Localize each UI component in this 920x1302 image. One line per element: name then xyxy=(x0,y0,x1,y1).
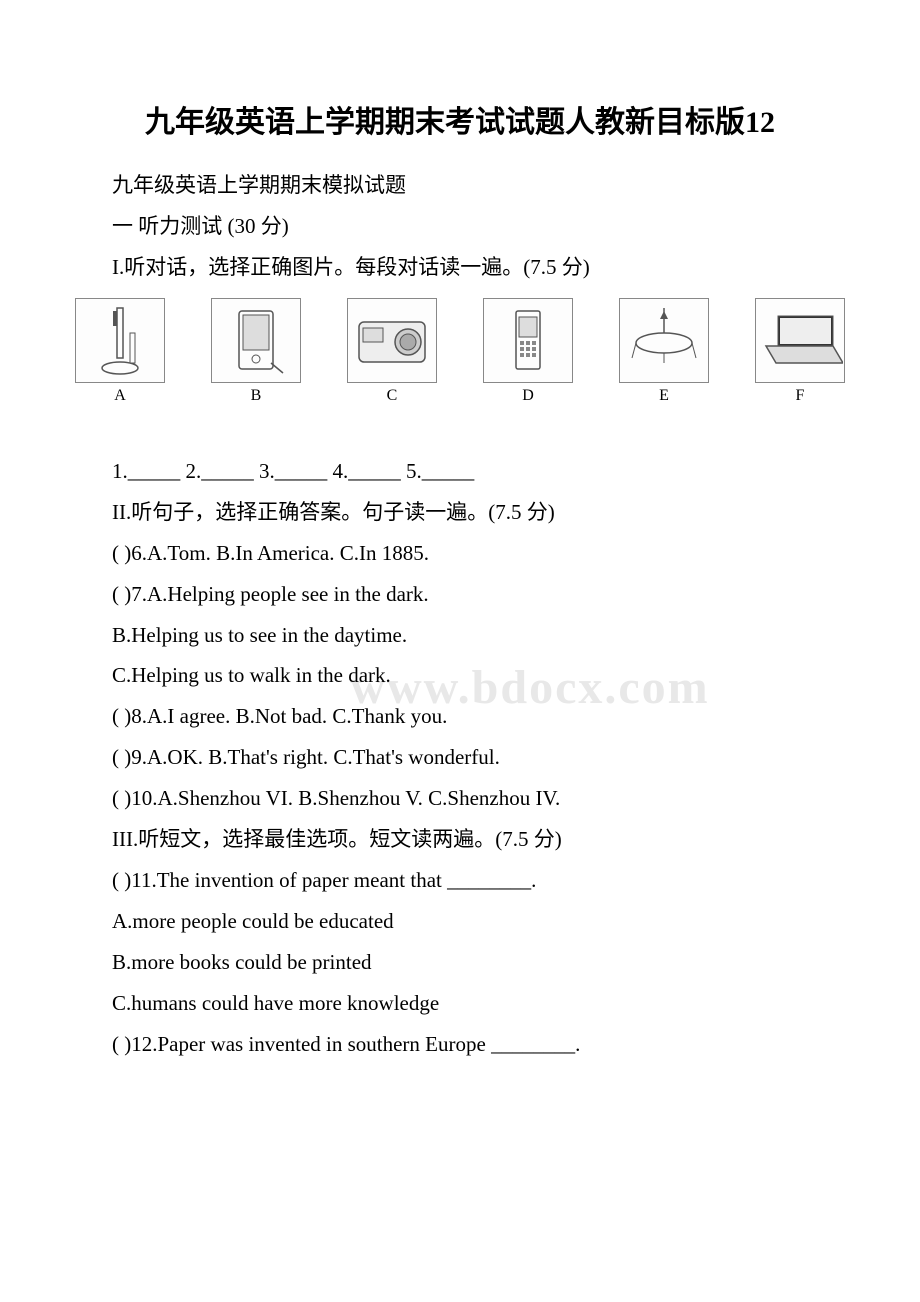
image-label-c: C xyxy=(387,387,398,405)
question-11-a: A.more people could be educated xyxy=(70,901,850,942)
page-title: 九年级英语上学期期末考试试题人教新目标版12 xyxy=(70,100,850,145)
question-12: ( )12.Paper was invented in southern Eur… xyxy=(70,1024,850,1065)
image-item-b: B xyxy=(211,298,301,405)
question-8: ( )8.A.I agree. B.Not bad. C.Thank you. xyxy=(70,696,850,737)
subtitle: 九年级英语上学期期末模拟试题 xyxy=(70,165,850,206)
images-row: A B C xyxy=(70,298,850,405)
image-label-a: A xyxy=(114,387,126,405)
image-label-b: B xyxy=(251,387,262,405)
image-item-c: C xyxy=(347,298,437,405)
question-6: ( )6.A.Tom. B.In America. C.In 1885. xyxy=(70,533,850,574)
question-10: ( )10.A.Shenzhou VI. B.Shenzhou V. C.She… xyxy=(70,778,850,819)
image-item-e: E xyxy=(619,298,709,405)
question-7-b: B.Helping us to see in the daytime. xyxy=(70,615,850,656)
part2-instruction: II.听句子，选择正确答案。句子读一遍。(7.5 分) xyxy=(70,492,850,533)
image-label-e: E xyxy=(659,387,669,405)
blanks-line: 1._____ 2._____ 3._____ 4._____ 5._____ xyxy=(70,451,850,492)
part3-instruction: III.听短文，选择最佳选项。短文读两遍。(7.5 分) xyxy=(70,819,850,860)
image-item-f: F xyxy=(755,298,845,405)
phone-icon xyxy=(483,298,573,383)
question-11: ( )11.The invention of paper meant that … xyxy=(70,860,850,901)
image-label-d: D xyxy=(522,387,534,405)
question-7: ( )7.A.Helping people see in the dark. xyxy=(70,574,850,615)
pda-icon xyxy=(211,298,301,383)
part1-instruction: I.听对话，选择正确图片。每段对话读一遍。(7.5 分) xyxy=(70,247,850,288)
spacer xyxy=(70,410,850,451)
question-11-c: C.humans could have more knowledge xyxy=(70,983,850,1024)
question-9: ( )9.A.OK. B.That's right. C.That's wond… xyxy=(70,737,850,778)
laptop-icon xyxy=(755,298,845,383)
image-item-d: D xyxy=(483,298,573,405)
section1-title: 一 听力测试 (30 分) xyxy=(70,206,850,247)
image-label-f: F xyxy=(796,387,805,405)
question-11-b: B.more books could be printed xyxy=(70,942,850,983)
question-7-c: C.Helping us to walk in the dark. xyxy=(70,655,850,696)
camera-icon xyxy=(347,298,437,383)
compass-icon xyxy=(619,298,709,383)
image-item-a: A xyxy=(75,298,165,405)
toothbrush-icon xyxy=(75,298,165,383)
